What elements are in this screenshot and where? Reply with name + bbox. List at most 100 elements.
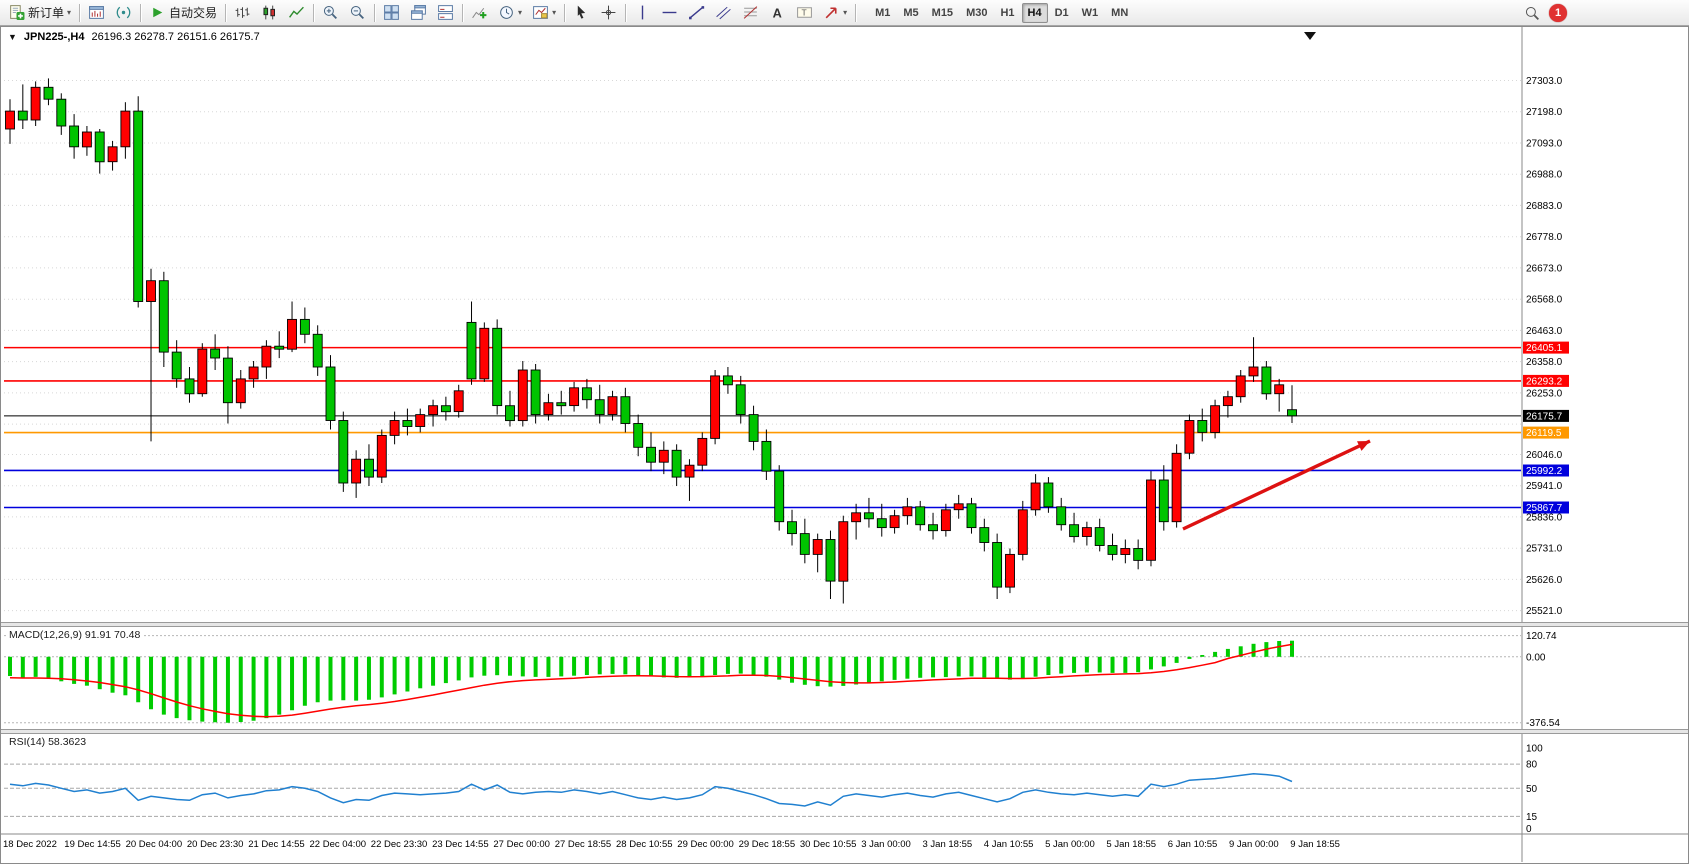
periods-button[interactable]: ▾ [493, 2, 527, 24]
chevron-down-icon: ▾ [518, 7, 523, 17]
cursor-button[interactable] [568, 2, 595, 24]
toolbar-separator [313, 3, 315, 22]
panel-splitter-macd[interactable] [1, 622, 1688, 627]
toolbar-separator [79, 3, 81, 22]
arrow-objects-icon [823, 4, 840, 21]
time-tick-label: 27 Dec 00:00 [493, 839, 550, 850]
timeframe-h4[interactable]: H4 [1021, 2, 1048, 23]
trendline-button[interactable] [683, 2, 710, 24]
templates-button[interactable]: ▾ [527, 2, 561, 24]
timeframe-h1[interactable]: H1 [994, 3, 1020, 23]
cascade-windows-button[interactable] [405, 2, 432, 24]
candlestick-chart-button[interactable] [256, 2, 283, 24]
text-label-button[interactable]: T [791, 2, 818, 24]
price-grid [4, 80, 1521, 612]
price-tick-label: 26883.0 [1526, 201, 1563, 212]
zoom-out-button[interactable] [344, 2, 371, 24]
time-axis[interactable]: 18 Dec 2022 19 Dec 14:55 20 Dec 04:00 20 De… [3, 839, 1340, 850]
charts-window-icon [88, 4, 105, 21]
chevron-down-icon: ▾ [67, 7, 72, 17]
price-tick-label: 26568.0 [1526, 295, 1563, 306]
time-tick-label: 18 Dec 2022 [3, 839, 57, 850]
vertical-line-button[interactable] [629, 2, 656, 24]
price-axis[interactable]: 27303.0 27198.0 27093.0 26988.0 26883.0 26778… [1523, 76, 1569, 617]
trendline-icon [689, 6, 705, 20]
auto-trading-button[interactable]: 自动交易 [144, 2, 222, 24]
arrange-windows-button[interactable] [432, 2, 459, 24]
crosshair-button[interactable] [595, 2, 622, 24]
arrow-objects-button[interactable]: ▾ [818, 2, 852, 24]
charts-window-button[interactable] [83, 2, 110, 24]
price-level-label: 26119.5 [1526, 428, 1562, 439]
timeframe-d1[interactable]: D1 [1049, 3, 1075, 23]
price-level-label: 26405.1 [1526, 343, 1563, 354]
symbol-period-label: JPN225-,H4 [23, 31, 85, 43]
toolbar-separator [462, 3, 464, 22]
rsi-line [9, 773, 1293, 807]
toolbar-separator [855, 3, 857, 22]
rsi-label: RSI(14) 58.3623 [7, 736, 89, 748]
panel-splitter-rsi[interactable] [1, 729, 1688, 734]
timeframe-w1[interactable]: W1 [1076, 3, 1105, 23]
time-tick-label: 4 Jan 10:55 [984, 839, 1034, 850]
zoom-out-icon [349, 4, 366, 21]
price-tick-label: 25521.0 [1526, 606, 1563, 617]
vertical-line-icon [634, 4, 651, 21]
timeframe-m1[interactable]: M1 [869, 3, 896, 23]
chart-shift-marker[interactable] [1304, 32, 1316, 40]
tile-windows-button[interactable] [378, 2, 405, 24]
line-chart-icon [288, 4, 305, 21]
timeframe-m5[interactable]: M5 [897, 3, 924, 23]
price-tick-label: 26778.0 [1526, 232, 1563, 243]
bar-chart-icon [234, 4, 251, 21]
time-tick-label: 3 Jan 00:00 [861, 839, 911, 850]
svg-text:A: A [773, 5, 782, 20]
zoom-in-button[interactable] [317, 2, 344, 24]
price-tick-label: 26046.0 [1526, 450, 1563, 461]
time-tick-label: 9 Jan 18:55 [1290, 839, 1340, 850]
rsi-tick-label: 50 [1526, 784, 1538, 795]
toolbar-separator [374, 3, 376, 22]
periods-icon [498, 4, 515, 21]
price-level-box [1523, 374, 1569, 387]
price-level-box [1523, 409, 1569, 422]
svg-text:T: T [802, 7, 807, 17]
time-tick-label: 22 Dec 04:00 [310, 839, 367, 850]
price-tick-label: 25626.0 [1526, 575, 1563, 586]
timeframe-mn[interactable]: MN [1105, 3, 1134, 23]
price-level-label: 26293.2 [1526, 376, 1563, 387]
new-order-button[interactable]: 新订单 ▾ [3, 2, 76, 24]
price-tick-label: 25731.0 [1526, 544, 1563, 555]
time-tick-label: 28 Dec 10:55 [616, 839, 673, 850]
timeframe-m30[interactable]: M30 [960, 3, 993, 23]
time-tick-label: 29 Dec 00:00 [677, 839, 734, 850]
indicators-button[interactable] [466, 2, 493, 24]
macd-panel: 120.74 0.00 -376.54 [4, 631, 1560, 729]
price-tick-label: 27303.0 [1526, 76, 1563, 87]
search-icon[interactable] [1524, 5, 1541, 22]
notification-badge[interactable]: 1 [1549, 4, 1567, 22]
chart-header: ▼ JPN225-,H4 26196.3 26278.7 26151.6 261… [8, 31, 260, 43]
expert-advisors-button[interactable] [110, 2, 137, 24]
bar-chart-button[interactable] [229, 2, 256, 24]
arrange-windows-icon [437, 4, 454, 21]
price-level-box [1523, 501, 1569, 514]
one-click-trading-toggle[interactable]: ▼ [8, 32, 17, 42]
line-chart-button[interactable] [283, 2, 310, 24]
toolbar-separator [225, 3, 227, 22]
expert-advisors-icon [115, 4, 132, 21]
price-tick-label: 27198.0 [1526, 107, 1563, 118]
macd-tick-label: 120.74 [1526, 631, 1557, 642]
equidistant-channel-button[interactable] [710, 2, 737, 24]
new-order-icon [8, 4, 25, 20]
horizontal-line-button[interactable] [656, 2, 683, 24]
ohlc-values: 26196.3 26278.7 26151.6 26175.7 [91, 31, 260, 43]
fibonacci-button[interactable] [737, 2, 764, 24]
annotation-arrow[interactable] [1182, 439, 1371, 531]
text-button[interactable]: A [764, 2, 791, 24]
time-tick-label: 3 Jan 18:55 [923, 839, 973, 850]
timeframe-m15[interactable]: M15 [926, 3, 959, 23]
zoom-in-icon [322, 4, 339, 21]
fibonacci-retracement-icon [742, 4, 759, 21]
